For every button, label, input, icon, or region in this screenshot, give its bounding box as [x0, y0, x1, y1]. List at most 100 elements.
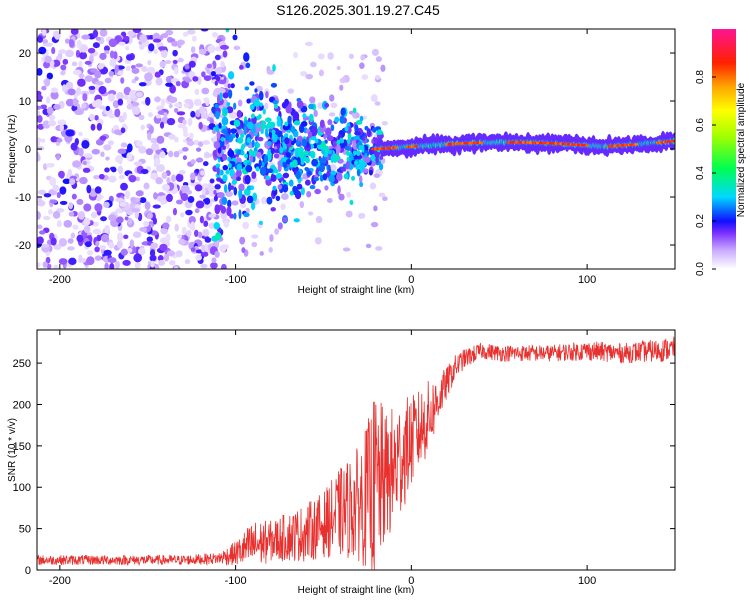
spectrogram-cell: [42, 261, 48, 268]
spectrogram-cell: [131, 208, 141, 213]
spectrogram-cell: [147, 131, 152, 141]
spectrogram-cell: [354, 131, 361, 136]
spectrogram-cell: [173, 66, 179, 75]
spectrogram-cell: [177, 57, 184, 63]
spectrogram-cell: [171, 40, 179, 47]
spectrogram-cell: [266, 196, 273, 205]
spectrogram-cell: [358, 212, 366, 219]
spectrogram-cell: [221, 128, 229, 135]
spectrogram-cell: [99, 52, 107, 60]
spectrogram-cell: [154, 263, 160, 269]
spectrogram-cell: [215, 66, 223, 75]
spectrogram-cell: [83, 203, 92, 212]
spectrogram-cell: [68, 211, 75, 217]
spectrogram-cell: [338, 193, 345, 201]
spectrogram-cell: [370, 221, 379, 228]
spectrogram-cell: [275, 172, 283, 179]
spectrogram-cell: [38, 46, 47, 55]
spectrogram-cell: [374, 75, 381, 80]
spectrogram-cell: [180, 184, 190, 193]
spectrogram-cell: [69, 178, 76, 185]
x-tick-label: -200: [49, 274, 71, 286]
spectrogram-cell: [300, 187, 305, 196]
snr-series-line: [37, 336, 675, 570]
spectrogram-cell: [227, 149, 235, 157]
spectrogram-cell: [254, 136, 258, 142]
spectrogram-cell: [108, 175, 117, 183]
spectrogram-cell: [143, 182, 150, 190]
spectrogram-cell: [166, 250, 176, 257]
spectrogram-cell: [226, 206, 232, 217]
spectrogram-cell: [375, 56, 382, 62]
spectrogram-cell: [104, 50, 110, 55]
spectrogram-cell: [251, 171, 257, 179]
spectrogram-cell: [169, 84, 176, 94]
spectrogram-cell: [150, 172, 159, 180]
spectrogram-cell: [219, 92, 223, 102]
spectrogram-cell: [265, 175, 270, 181]
spectrogram-cell: [144, 201, 151, 210]
spectrogram-cell: [123, 35, 130, 42]
spectrogram-cell: [245, 207, 250, 214]
spectrogram-cell: [56, 137, 63, 143]
spectrogram-cell: [222, 174, 228, 182]
spectrogram-cell: [330, 102, 338, 109]
spectrogram-cell: [37, 67, 43, 76]
spectrogram-cell: [300, 157, 305, 166]
spectrogram-cell: [139, 197, 147, 204]
spectrogram-cell: [184, 259, 191, 265]
spectrogram-cell: [88, 85, 96, 90]
spectrogram-cell: [51, 46, 56, 55]
spectrogram-cell: [266, 121, 273, 129]
spectrogram-cell: [220, 61, 225, 68]
spectrogram-cell: [296, 100, 304, 109]
spectrogram-cell: [246, 98, 251, 104]
spectrogram-cell: [320, 140, 326, 151]
spectrogram-cell: [162, 222, 170, 229]
spectrogram-cell: [83, 225, 91, 234]
spectrogram-cell: [213, 189, 217, 195]
spectrogram-cell: [190, 110, 196, 118]
spectrogram-cell: [131, 105, 141, 115]
spectrogram-cell: [337, 185, 341, 195]
spectrogram-cell: [190, 221, 195, 230]
spectrogram-cell: [175, 199, 183, 205]
spectrogram-cell: [346, 191, 352, 198]
spectrogram-cell: [360, 54, 366, 61]
spectrogram-cell: [305, 73, 314, 80]
spectrogram-cell: [280, 203, 286, 210]
y-tick-label: 150: [13, 441, 31, 453]
spectrogram-cell: [289, 161, 294, 167]
spectrogram-cell: [251, 241, 258, 248]
y-tick-label: 0: [25, 565, 31, 577]
spectrogram-cell: [245, 62, 251, 69]
spectrogram-cell: [132, 29, 142, 34]
spectrogram-cell: [220, 136, 225, 142]
spectrogram-cell: [246, 121, 254, 130]
spectrogram-cell: [161, 171, 168, 179]
spectrogram-cell: [258, 220, 263, 226]
spectrogram-cell: [180, 192, 189, 202]
spectrogram-cell: [238, 209, 242, 220]
spectrogram-cell: [70, 142, 78, 151]
spectrogram-cell: [199, 194, 207, 199]
spectrogram-cell: [104, 167, 110, 173]
spectrogram-cell: [95, 139, 104, 146]
spectrogram-cell: [182, 155, 187, 161]
spectrogram-cell: [116, 232, 124, 242]
spectrogram-cell: [214, 204, 221, 215]
colorbar-tick-label: 0.8: [695, 70, 706, 84]
spectrogram-cell: [339, 115, 345, 124]
spectrogram-cell: [81, 34, 91, 40]
spectrogram-cell: [327, 164, 331, 171]
spectrogram-cell: [148, 43, 155, 52]
spectrogram-cell: [219, 244, 227, 253]
spectrogram-cell: [334, 116, 340, 123]
y-tick-label: 0: [25, 144, 31, 156]
spectrogram-cell: [37, 262, 41, 268]
spectrogram-cell: [194, 229, 199, 238]
spectrogram-cell: [263, 154, 269, 164]
spectrogram-cell: [159, 60, 166, 68]
spectrogram-cell: [318, 164, 325, 172]
